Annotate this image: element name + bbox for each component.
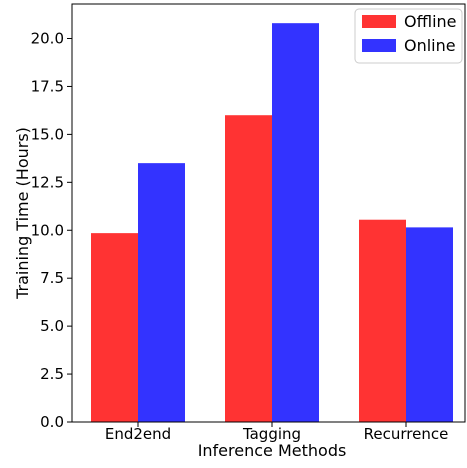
y-tick-label: 20.0 xyxy=(31,30,64,48)
y-tick-label: 10.0 xyxy=(31,221,64,239)
y-tick-label: 0.0 xyxy=(40,413,64,431)
y-tick-label: 7.5 xyxy=(40,269,64,287)
legend-label-offline: Offline xyxy=(404,12,457,31)
y-tick-label: 15.0 xyxy=(31,125,64,143)
x-tick-label-end2end: End2end xyxy=(105,425,171,443)
x-tick-label-tagging: Tagging xyxy=(242,425,301,443)
legend: Offline Online xyxy=(354,8,463,64)
y-tick-label: 17.5 xyxy=(31,77,64,95)
legend-label-online: Online xyxy=(404,36,456,55)
y-tick-label: 5.0 xyxy=(40,317,64,335)
bar-tagging-online xyxy=(272,23,319,422)
legend-swatch-offline xyxy=(362,15,396,28)
plot-frame xyxy=(71,3,466,423)
x-axis-ticks: End2end Tagging Recurrence xyxy=(105,422,449,443)
bar-recurrence-online xyxy=(406,227,453,422)
x-tick-label-recurrence: Recurrence xyxy=(364,425,449,443)
bars-group xyxy=(91,23,453,423)
bar-recurrence-offline xyxy=(359,219,406,422)
y-axis-label: Training Time (Hours) xyxy=(13,127,32,300)
x-axis-label: Inference Methods xyxy=(198,441,347,460)
bar-tagging-offline xyxy=(225,115,272,423)
y-tick-label: 2.5 xyxy=(40,365,64,383)
y-tick-label: 12.5 xyxy=(31,173,64,191)
y-axis-ticks: 0.0 2.5 5.0 7.5 10.0 12.5 15.0 17.5 20.0 xyxy=(31,30,72,431)
bar-end2end-online xyxy=(138,163,185,422)
bar-end2end-offline xyxy=(91,233,138,422)
legend-swatch-online xyxy=(362,39,396,52)
